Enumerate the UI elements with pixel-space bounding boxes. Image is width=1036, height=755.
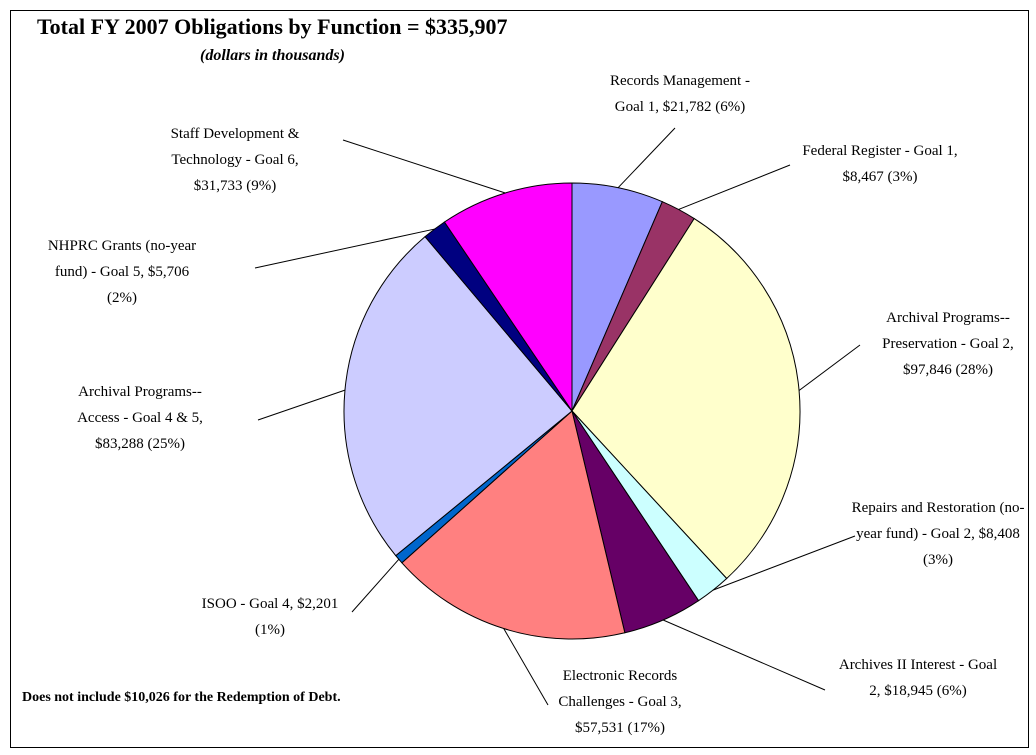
pie-slice xyxy=(343,235,573,557)
leader-line xyxy=(798,344,861,391)
slice-label: Repairs and Restoration (no-year fund) -… xyxy=(851,500,1025,568)
slice-label: Electronic Records Challenges - Goal 3, … xyxy=(558,668,682,736)
leader-line xyxy=(257,389,346,421)
slice-label: Archives II Interest - Goal 2, $18,945 (… xyxy=(838,657,998,699)
leader-line xyxy=(342,139,506,194)
slice-label: Records Management - Goal 1, $21,782 (6%… xyxy=(610,73,750,115)
leader-line xyxy=(662,619,826,691)
chart-title: Total FY 2007 Obligations by Function = … xyxy=(37,14,508,39)
leader-line xyxy=(351,558,400,613)
leader-line xyxy=(678,164,791,210)
chart-subtitle: (dollars in thousands) xyxy=(200,47,345,64)
slice-label: NHPRC Grants (no-year fund) - Goal 5, $5… xyxy=(47,238,197,306)
leader-line xyxy=(617,127,676,189)
pie-slice xyxy=(571,217,801,580)
pie-slice xyxy=(443,182,573,413)
slice-label: Archival Programs-- Preservation - Goal … xyxy=(882,310,1014,378)
slice-label: ISOO - Goal 4, $2,201 (1%) xyxy=(201,596,339,638)
slice-label: Staff Development & Technology - Goal 6,… xyxy=(170,126,300,194)
slice-label: Federal Register - Goal 1, $8,467 (3%) xyxy=(802,143,958,185)
slice-label: Archival Programs-- Access - Goal 4 & 5,… xyxy=(77,384,203,452)
leader-line xyxy=(712,535,856,591)
leader-line xyxy=(503,628,549,706)
leader-line xyxy=(254,228,435,269)
chart-note: Does not include $10,026 for the Redempt… xyxy=(22,690,341,705)
